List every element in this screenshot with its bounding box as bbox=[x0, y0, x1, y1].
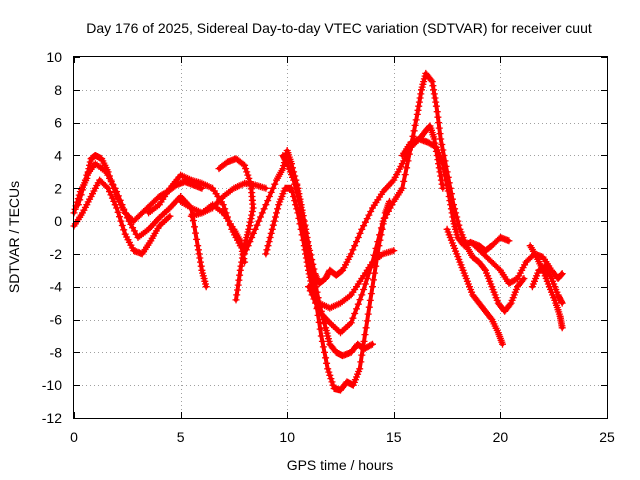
y-tick-label: 8 bbox=[54, 82, 62, 98]
x-tick-label: 25 bbox=[599, 429, 615, 445]
sat-trace-8-line bbox=[242, 123, 445, 286]
x-tick-label: 20 bbox=[493, 429, 509, 445]
y-tick-label: -2 bbox=[50, 246, 63, 262]
x-axis-ticks: 0 5 10 15 20 25 bbox=[70, 57, 615, 445]
sat-trace-2 bbox=[70, 176, 174, 258]
x-axis-label: GPS time / hours bbox=[287, 457, 394, 473]
y-axis-ticks: -12 -10 -8 -6 -4 -2 0 2 4 6 8 10 bbox=[42, 49, 607, 426]
y-tick-label: 10 bbox=[46, 49, 62, 65]
y-tick-label: -6 bbox=[50, 312, 63, 328]
y-tick-label: -12 bbox=[42, 410, 62, 426]
x-tick-label: 5 bbox=[177, 429, 185, 445]
y-tick-label: -8 bbox=[50, 344, 63, 360]
y-tick-label: -4 bbox=[50, 279, 63, 295]
y-tick-label: 2 bbox=[54, 180, 62, 196]
data-series bbox=[70, 69, 566, 394]
y-tick-label: -10 bbox=[42, 377, 62, 393]
sat-trace-13-markers bbox=[398, 135, 513, 255]
chart-title: Day 176 of 2025, Sidereal Day-to-day VTE… bbox=[86, 20, 592, 36]
sat-trace-12-line bbox=[306, 71, 526, 335]
sat-trace-17-markers bbox=[528, 263, 566, 307]
sat-trace-3 bbox=[74, 160, 210, 291]
sat-trace-6-markers bbox=[187, 201, 249, 266]
sat-trace-8 bbox=[241, 122, 447, 287]
x-tick-label: 10 bbox=[279, 429, 295, 445]
sat-trace-14 bbox=[443, 225, 506, 348]
sat-trace-17 bbox=[528, 263, 566, 307]
plot-frame bbox=[73, 56, 608, 419]
sat-trace-6 bbox=[187, 201, 249, 266]
y-tick-label: 0 bbox=[54, 213, 62, 229]
sat-trace-12-markers bbox=[305, 69, 528, 337]
sat-trace-13 bbox=[398, 135, 513, 255]
y-axis-label: SDTVAR / TECUs bbox=[6, 181, 22, 293]
y-tick-label: 4 bbox=[54, 147, 62, 163]
x-tick-label: 15 bbox=[386, 429, 402, 445]
x-tick-label: 0 bbox=[70, 429, 78, 445]
sat-trace-10 bbox=[279, 152, 376, 360]
y-tick-label: 6 bbox=[54, 115, 62, 131]
sat-trace-12 bbox=[305, 69, 528, 337]
sat-trace-10-markers bbox=[279, 152, 376, 360]
sat-trace-8-markers bbox=[241, 122, 447, 287]
sat-trace-14-markers bbox=[443, 225, 506, 348]
grid-lines bbox=[74, 57, 607, 418]
